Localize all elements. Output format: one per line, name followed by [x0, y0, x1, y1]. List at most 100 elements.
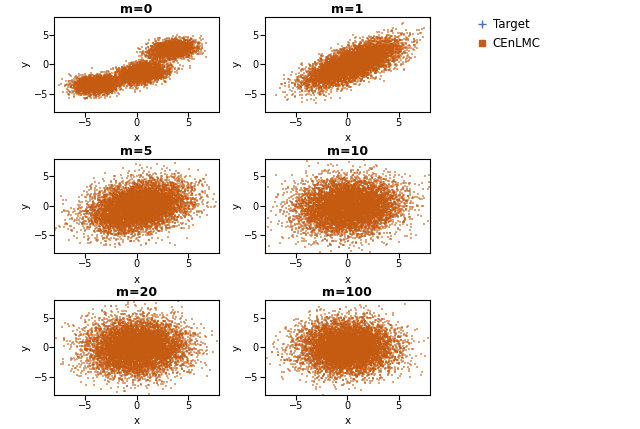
Point — [357, 323, 367, 330]
Point — [359, 337, 369, 344]
Point — [134, 204, 144, 211]
Point — [315, 67, 325, 74]
Point — [119, 350, 129, 357]
Point — [151, 195, 161, 202]
Point — [111, 330, 122, 337]
Point — [145, 199, 155, 206]
Point — [139, 202, 149, 209]
Point — [184, 44, 195, 51]
Point — [317, 59, 328, 66]
Point — [128, 73, 138, 79]
Point — [335, 366, 346, 372]
Point — [298, 203, 308, 210]
Point — [128, 343, 138, 350]
Point — [342, 333, 353, 340]
Point — [340, 53, 351, 60]
Point — [301, 364, 311, 371]
Point — [129, 350, 140, 357]
Point — [366, 193, 376, 199]
Point — [332, 354, 342, 361]
Point — [345, 63, 355, 70]
Point — [316, 55, 326, 62]
Point — [120, 65, 130, 72]
Point — [135, 67, 145, 74]
Point — [317, 202, 328, 209]
Point — [345, 58, 355, 65]
Point — [140, 335, 150, 341]
Point — [332, 339, 342, 346]
Point — [331, 224, 341, 230]
Point — [320, 205, 330, 211]
Point — [393, 365, 403, 372]
Point — [127, 82, 137, 89]
Point — [346, 344, 356, 351]
Point — [172, 48, 182, 54]
Point — [175, 324, 185, 331]
Point — [330, 204, 340, 211]
Point — [348, 328, 358, 335]
Point — [125, 221, 135, 228]
Point — [164, 358, 175, 365]
Point — [316, 79, 326, 86]
Point — [324, 354, 335, 361]
Point — [131, 193, 141, 199]
Point — [330, 351, 340, 358]
Point — [351, 61, 362, 68]
Point — [156, 341, 166, 347]
Point — [126, 352, 136, 359]
Point — [346, 346, 356, 353]
Point — [314, 73, 324, 79]
Point — [157, 339, 167, 346]
Point — [109, 190, 119, 196]
Point — [356, 61, 366, 68]
Point — [335, 218, 345, 225]
Point — [368, 50, 378, 57]
Point — [315, 361, 325, 368]
Point — [339, 363, 349, 369]
Point — [304, 57, 314, 64]
Point — [349, 187, 360, 194]
Point — [355, 188, 365, 195]
Point — [157, 350, 167, 356]
Point — [367, 227, 377, 233]
Point — [107, 346, 117, 353]
Point — [102, 349, 112, 356]
Point — [383, 203, 393, 210]
Point — [144, 350, 154, 356]
Point — [131, 334, 141, 341]
Point — [148, 198, 159, 205]
Point — [124, 76, 134, 82]
Point — [149, 48, 159, 54]
Point — [132, 327, 142, 334]
Point — [349, 359, 360, 366]
Point — [130, 205, 140, 212]
Point — [152, 205, 163, 212]
Point — [356, 57, 367, 64]
Point — [342, 360, 353, 366]
Point — [135, 329, 145, 336]
Point — [349, 60, 359, 66]
Point — [324, 208, 335, 214]
Point — [310, 73, 321, 80]
Point — [366, 190, 376, 196]
Point — [134, 214, 144, 221]
Point — [328, 63, 339, 70]
Point — [346, 352, 356, 359]
Point — [358, 194, 368, 201]
Point — [118, 346, 129, 353]
Point — [333, 64, 344, 71]
Point — [131, 64, 141, 71]
Point — [123, 207, 133, 214]
Point — [344, 206, 355, 213]
Point — [159, 212, 170, 219]
Point — [104, 69, 115, 76]
Point — [296, 88, 307, 94]
Point — [332, 76, 342, 83]
Point — [343, 340, 353, 347]
Point — [367, 55, 377, 62]
Point — [365, 66, 376, 73]
Point — [358, 359, 368, 366]
Point — [335, 62, 345, 69]
Point — [329, 213, 339, 220]
Point — [341, 329, 351, 336]
